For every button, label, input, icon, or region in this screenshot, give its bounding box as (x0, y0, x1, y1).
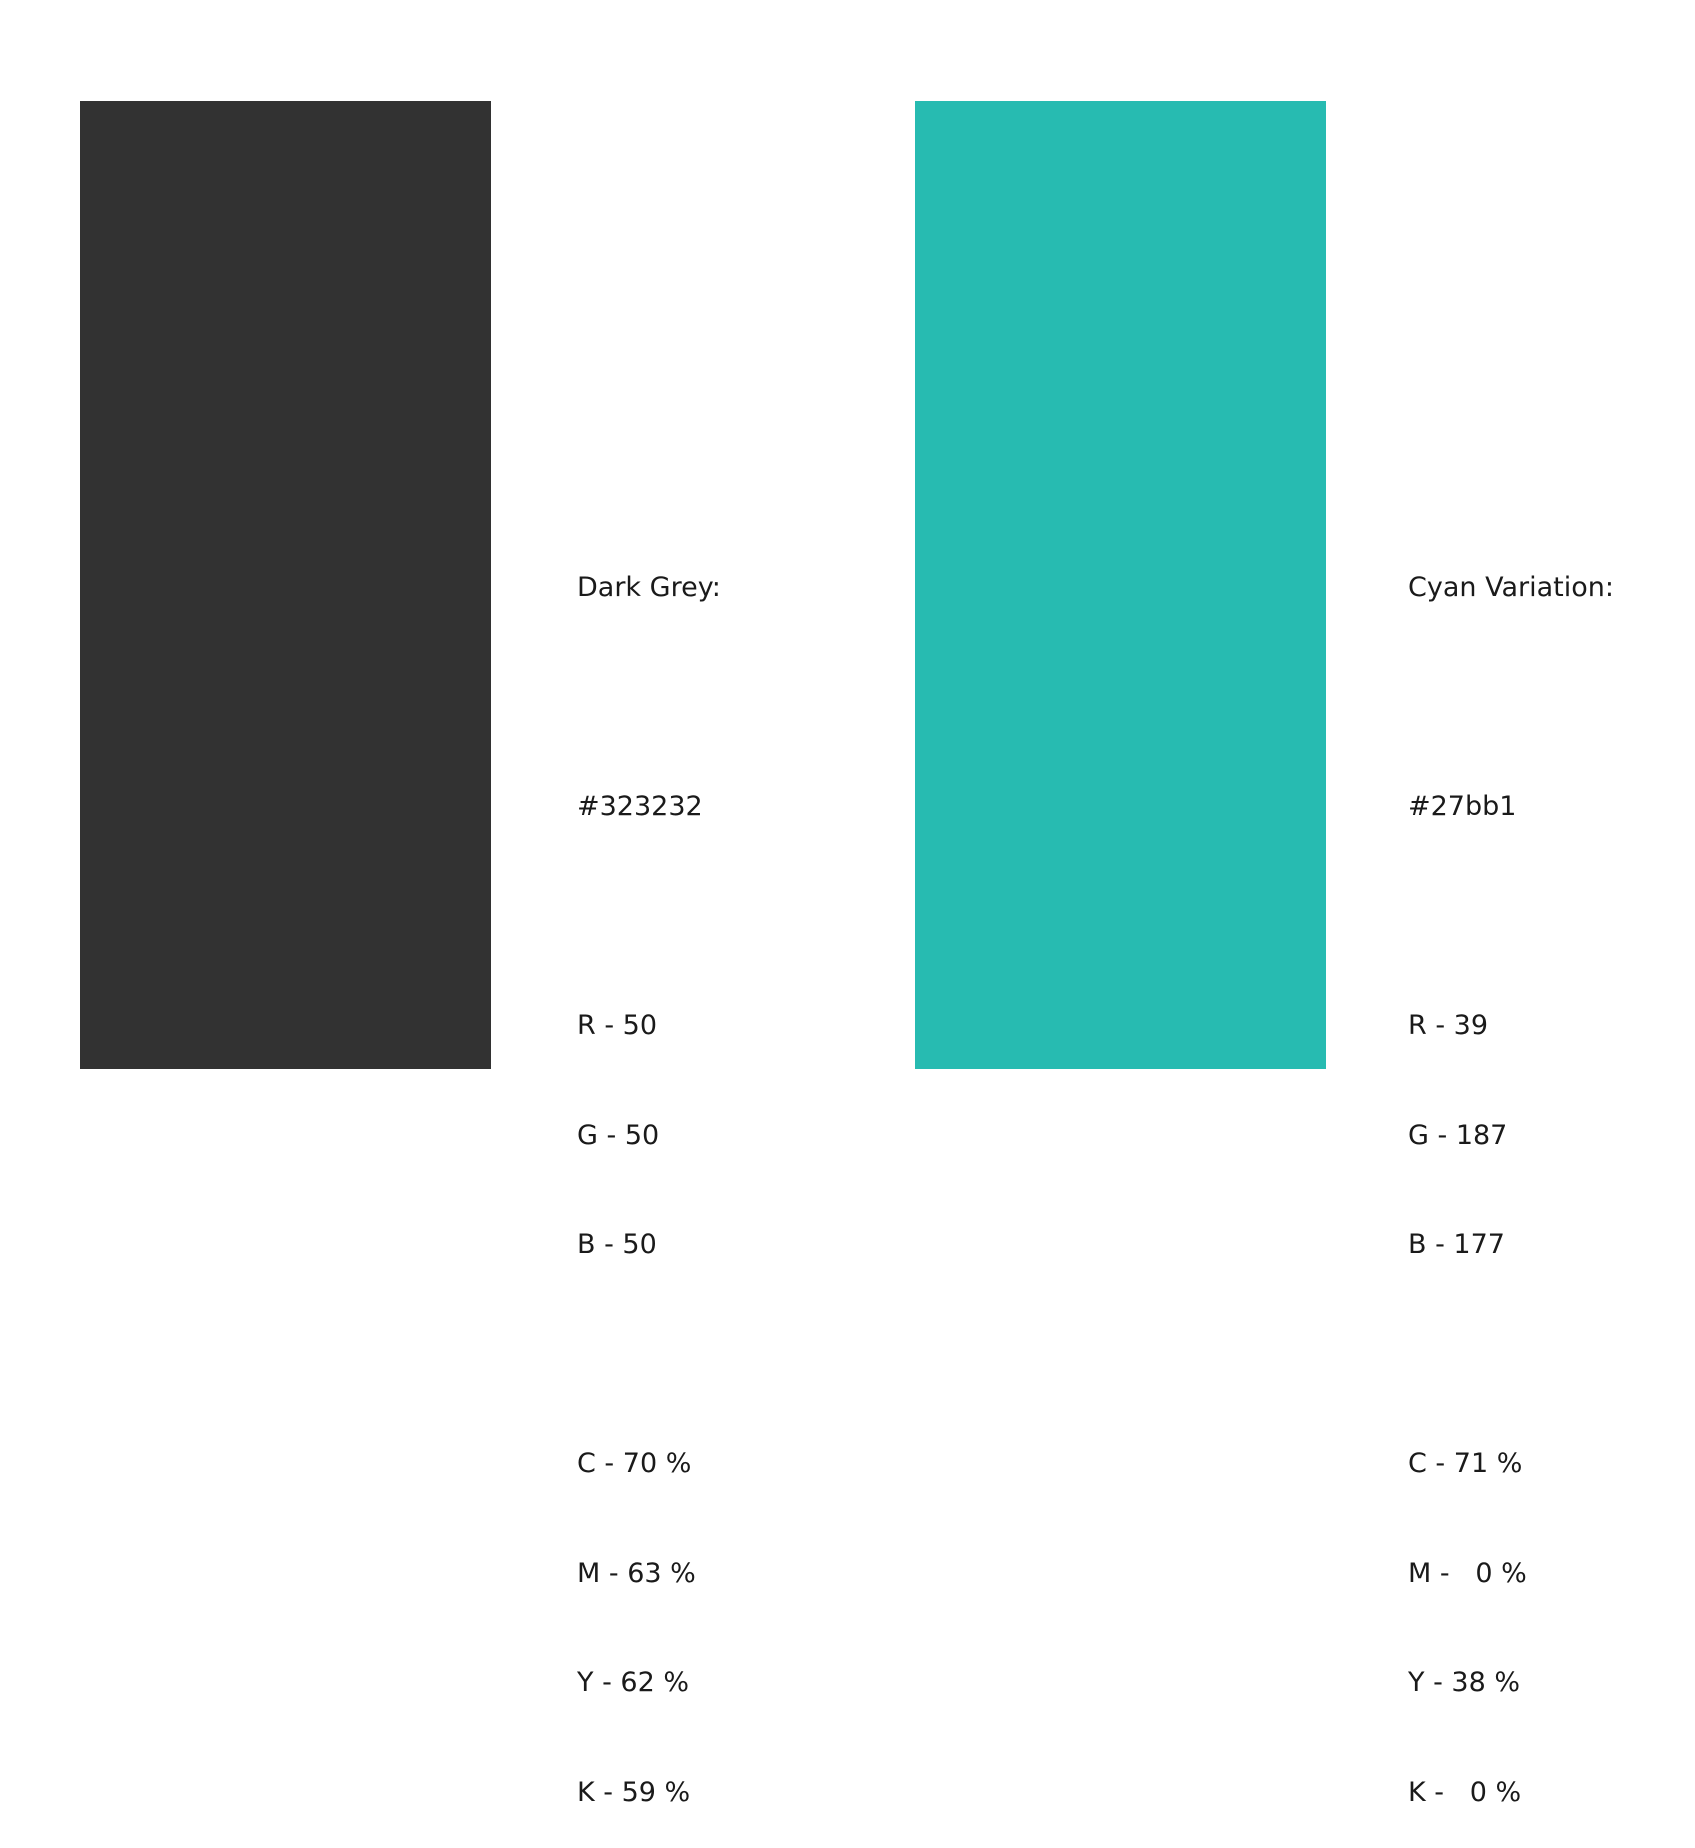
rgb-g: G - 50 (577, 1119, 660, 1151)
rgb-r: R - 50 (577, 1010, 658, 1041)
rgb-r: R - 39 (1408, 1010, 1489, 1041)
cmyk-m: M - 63 % (577, 1557, 696, 1589)
cmyk-m: M - 0 % (1408, 1557, 1527, 1589)
hex-value: #323232 (577, 791, 703, 822)
color-name: Dark Grey: (577, 572, 721, 603)
cmyk-y: Y - 38 % (1408, 1667, 1520, 1698)
cyan-variation-info: Cyan Variation: #27bb1 R - 39 G - 187 B … (1408, 497, 1614, 1848)
cmyk-k: K - 0 % (1408, 1776, 1522, 1808)
cmyk-k: K - 59 % (577, 1776, 691, 1808)
dark-grey-info: Dark Grey: #323232 R - 50 G - 50 B - 50 … (577, 497, 721, 1848)
rgb-g: G - 187 (1408, 1119, 1508, 1151)
cmyk-c: C - 71 % (1408, 1448, 1523, 1479)
color-name: Cyan Variation: (1408, 572, 1614, 603)
dark-grey-swatch (80, 101, 491, 1069)
cmyk-y: Y - 62 % (577, 1667, 689, 1698)
cyan-variation-swatch (915, 101, 1326, 1069)
cmyk-c: C - 70 % (577, 1448, 692, 1479)
rgb-b: B - 177 (1408, 1229, 1505, 1260)
rgb-b: B - 50 (577, 1229, 657, 1260)
hex-value: #27bb1 (1408, 791, 1517, 822)
